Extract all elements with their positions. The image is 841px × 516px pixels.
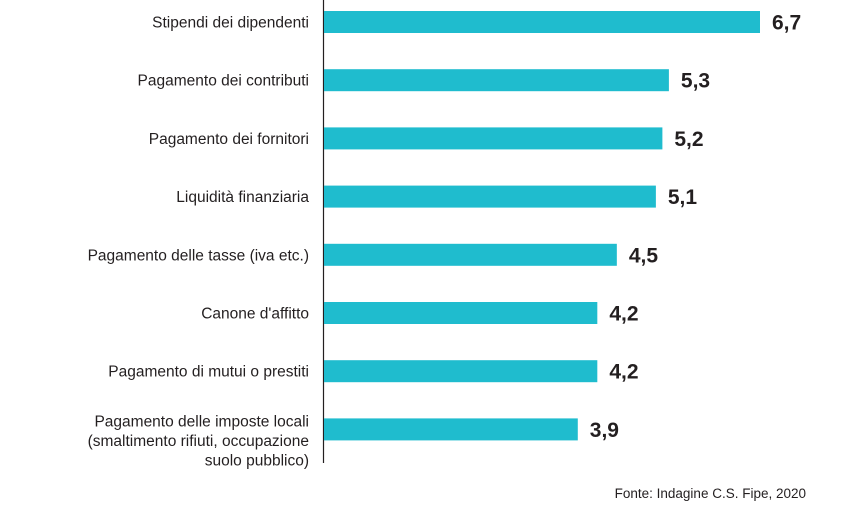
source-note: Fonte: Indagine C.S. Fipe, 2020 [615,486,806,501]
value-label: 3,9 [590,419,619,442]
category-label: Pagamento dei fornitori [149,131,309,148]
bar [324,11,760,33]
category-label: Pagamento dei contributi [138,73,309,90]
bar [324,185,656,208]
category-label: Liquidità finanziaria [176,189,309,206]
value-label: 5,3 [681,70,710,93]
category-label: suolo pubblico) [205,452,309,469]
category-label: Stipendi dei dipendenti [152,15,309,32]
bar [324,302,598,324]
bar [324,360,598,383]
category-label: Pagamento delle tasse (iva etc.) [88,247,309,264]
value-label: 5,2 [674,128,703,151]
category-label: Pagamento di mutui o prestiti [108,364,309,381]
bar [324,69,669,92]
bar [324,127,663,150]
value-label: 6,7 [772,12,801,35]
category-label: Pagamento delle imposte locali [94,413,309,430]
category-label: (smaltimento rifiuti, occupazione [88,433,309,450]
category-label: Canone d'affitto [201,306,309,323]
bar [324,243,617,266]
value-label: 4,5 [629,244,659,267]
bar [324,418,578,441]
value-label: 4,2 [609,303,638,326]
value-label: 5,1 [668,186,698,209]
value-label: 4,2 [609,361,638,384]
bars-group: 6,7 Stipendi dei dipendenti 5,3 Pagamento d… [88,11,801,469]
